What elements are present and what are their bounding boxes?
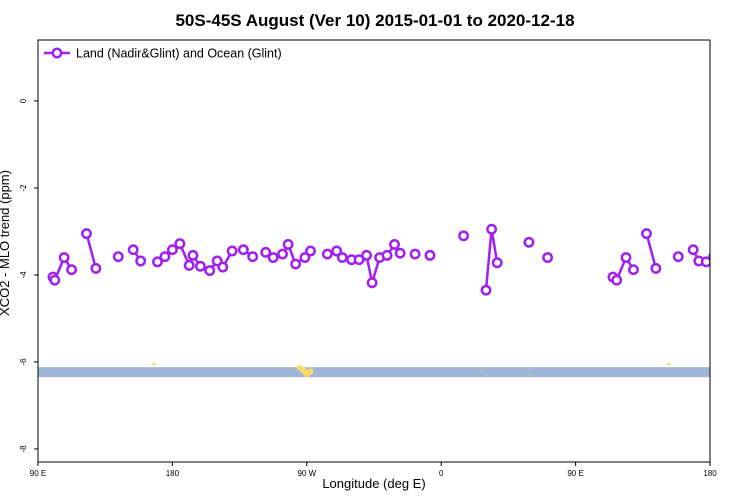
y-tick-label: -6: [19, 358, 28, 366]
data-point: [90, 262, 102, 274]
data-point: [650, 262, 662, 274]
data-point: [672, 251, 684, 263]
data-point: [523, 236, 535, 248]
x-tick-label: 180: [703, 469, 717, 478]
plot-frame: [37, 39, 711, 463]
data-point: [174, 238, 186, 250]
y-axis-label: XCO2 - MLO trend (ppm): [0, 170, 12, 316]
data-point: [331, 245, 343, 257]
data-point: [194, 260, 206, 272]
legend-marker-swatch: [51, 47, 63, 59]
data-point: [424, 249, 436, 261]
data-point: [381, 249, 393, 261]
data-point: [628, 264, 639, 276]
x-axis: 90 E 180 90 W 0 90 E 180: [30, 462, 717, 478]
land-dot-marker: [296, 364, 302, 371]
data-point: [282, 239, 294, 250]
legend: Land (Nadir&Glint) and Ocean (Glint): [44, 47, 282, 61]
data-point: [336, 252, 348, 263]
land-dot-marker: [667, 362, 671, 366]
land-dot-marker: [307, 368, 314, 375]
data-point: [187, 249, 199, 261]
data-point: [299, 252, 311, 263]
data-point: [687, 244, 699, 256]
x-axis-label: Longitude (deg E): [322, 476, 425, 491]
x-tick-label: 0: [439, 469, 444, 478]
x-tick-label: 90 W: [297, 469, 316, 478]
series-layer: [47, 223, 723, 296]
data-point: [394, 247, 406, 259]
series-line-segment: [85, 233, 98, 269]
data-point: [159, 251, 171, 263]
data-point: [204, 265, 216, 277]
data-point: [641, 228, 652, 240]
data-point: [226, 245, 238, 257]
data-point: [166, 244, 178, 256]
y-tick-label: -4: [19, 271, 28, 279]
data-point: [480, 284, 492, 296]
series-line-segment: [645, 233, 658, 269]
legend-entry-label: Land (Nadir&Glint) and Ocean (Glint): [76, 47, 282, 61]
data-point: [491, 257, 503, 269]
data-point: [409, 248, 421, 260]
land-band-bar: [38, 367, 710, 378]
y-tick-label: -2: [19, 184, 28, 192]
data-point: [321, 248, 333, 260]
data-point: [458, 230, 470, 242]
data-point: [620, 252, 632, 263]
data-point: [237, 244, 249, 256]
data-point: [366, 277, 378, 289]
data-point: [389, 239, 400, 250]
chart-title: 50S-45S August (Ver 10) 2015-01-01 to 20…: [175, 11, 574, 30]
data-point: [708, 252, 710, 261]
data-point: [361, 249, 372, 261]
data-point: [277, 248, 288, 260]
land-band: [38, 362, 710, 378]
data-point: [183, 259, 195, 271]
data-point: [290, 258, 302, 270]
data-point: [305, 245, 316, 257]
data-point: [247, 251, 259, 263]
data-point: [66, 264, 78, 276]
land-dot-marker: [152, 362, 156, 366]
data-point: [49, 274, 61, 286]
x-tick-label: 180: [166, 469, 180, 478]
data-point: [700, 256, 710, 268]
data-point: [217, 261, 229, 273]
data-point: [486, 223, 498, 235]
x-tick-label: 90 E: [567, 469, 583, 478]
data-point: [81, 228, 92, 240]
data-point: [135, 255, 147, 267]
data-point: [542, 252, 554, 263]
data-point: [127, 244, 139, 256]
y-tick-label: -8: [19, 445, 28, 453]
data-point: [267, 252, 279, 263]
y-tick-label: 0: [19, 98, 28, 103]
y-axis: 0 -2 -4 -6 -8: [19, 98, 38, 453]
data-point: [152, 256, 163, 268]
data-point: [260, 246, 272, 258]
land-dot-marker: [481, 369, 484, 372]
land-dot-marker: [530, 374, 532, 376]
data-point: [715, 245, 723, 253]
data-point: [611, 274, 623, 286]
x-tick-label: 90 E: [30, 469, 46, 478]
data-point: [112, 251, 124, 263]
data-point: [58, 252, 70, 263]
